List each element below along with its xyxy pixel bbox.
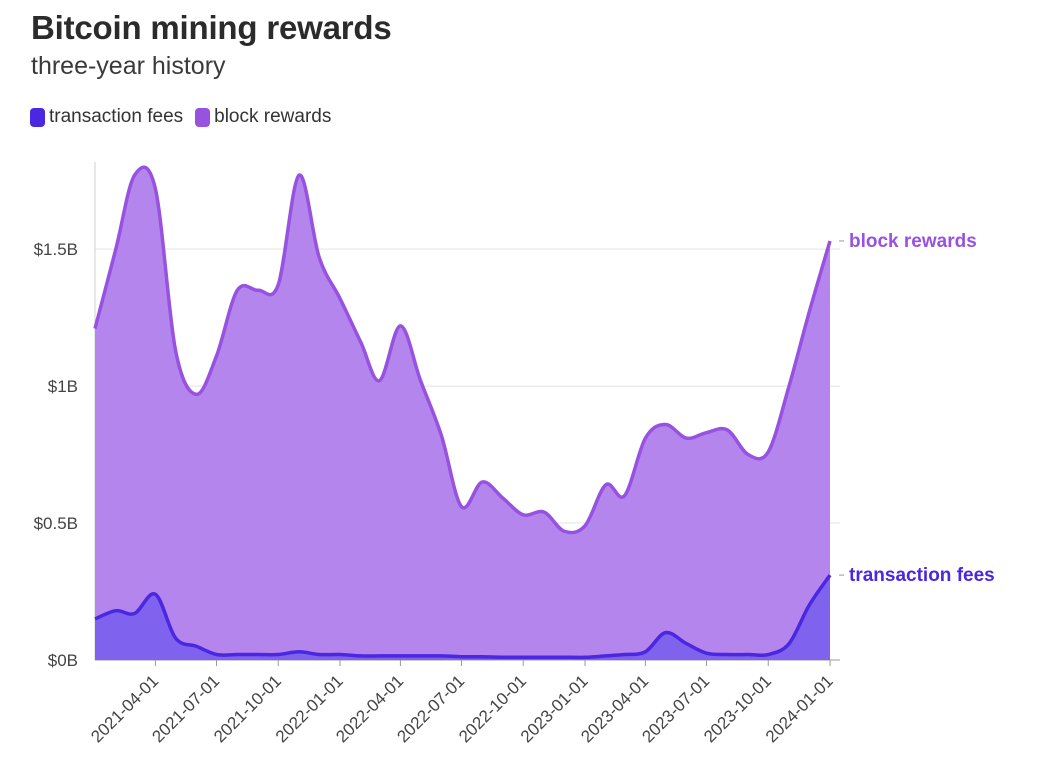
data-point-transaction-fees [359, 654, 363, 658]
data-point-block-rewards [133, 173, 137, 177]
data-point-transaction-fees [746, 653, 750, 657]
data-point-block-rewards [643, 436, 647, 440]
data-point-transaction-fees [542, 655, 546, 659]
data-point-block-rewards [604, 483, 608, 487]
data-point-transaction-fees [704, 651, 708, 655]
data-point-transaction-fees [93, 617, 97, 621]
line-transaction-fees [94, 574, 832, 660]
data-point-block-rewards [459, 505, 463, 509]
data-point-transaction-fees [133, 611, 137, 615]
y-tick-label: $0.5B [34, 514, 78, 533]
data-point-transaction-fees [583, 655, 587, 659]
data-point-transaction-fees [766, 653, 770, 657]
data-point-block-rewards [214, 354, 218, 358]
data-point-transaction-fees [480, 655, 484, 659]
area-transaction-fees [95, 575, 830, 660]
data-point-block-rewards [378, 379, 382, 383]
data-point-transaction-fees [643, 650, 647, 654]
data-point-block-rewards [562, 529, 566, 533]
y-tick-label: $0B [48, 651, 78, 670]
data-point-transaction-fees [235, 653, 239, 657]
chart-title: Bitcoin mining rewards [31, 9, 392, 46]
data-point-block-rewards [766, 450, 770, 454]
data-point-block-rewards [704, 431, 708, 435]
data-point-block-rewards [359, 340, 363, 344]
data-point-block-rewards [583, 524, 587, 528]
data-point-transaction-fees [725, 653, 729, 657]
data-point-block-rewards [664, 422, 668, 426]
end-label-transaction-fees: transaction fees [849, 565, 995, 586]
data-point-block-rewards [787, 384, 791, 388]
data-point-transaction-fees [214, 653, 218, 657]
data-point-transaction-fees [114, 609, 118, 613]
chart-subtitle: three-year history [31, 52, 226, 80]
data-point-transaction-fees [194, 644, 198, 648]
data-point-block-rewards [114, 247, 118, 251]
legend-swatch-block-rewards [195, 107, 211, 127]
data-point-transaction-fees [501, 655, 505, 659]
chart-legend: transaction fees block rewards [30, 106, 343, 128]
data-point-block-rewards [338, 296, 342, 300]
data-point-block-rewards [398, 324, 402, 328]
y-tick-label: $1.5B [34, 240, 78, 259]
data-point-transaction-fees [398, 654, 402, 658]
data-point-transaction-fees [439, 654, 443, 658]
data-point-transaction-fees [828, 573, 832, 577]
data-point-block-rewards [725, 428, 729, 432]
data-point-block-rewards [297, 173, 301, 177]
data-point-transaction-fees [174, 636, 178, 640]
data-point-block-rewards [542, 510, 546, 514]
end-label-block-rewards: block rewards [849, 231, 977, 252]
legend-item-transaction-fees[interactable]: transaction fees [30, 106, 183, 128]
data-point-block-rewards [623, 494, 627, 498]
data-point-block-rewards [521, 513, 525, 517]
data-point-transaction-fees [459, 655, 463, 659]
data-point-transaction-fees [664, 631, 668, 635]
data-point-block-rewards [807, 310, 811, 314]
data-point-block-rewards [153, 187, 157, 191]
data-point-transaction-fees [153, 592, 157, 596]
data-point-transaction-fees [623, 653, 627, 657]
data-point-transaction-fees [297, 650, 301, 654]
data-point-transaction-fees [807, 603, 811, 607]
data-point-transaction-fees [684, 642, 688, 646]
legend-label-block-rewards: block rewards [214, 106, 332, 127]
data-point-transaction-fees [562, 655, 566, 659]
data-point-transaction-fees [317, 653, 321, 657]
data-point-block-rewards [828, 239, 832, 243]
legend-swatch-transaction-fees [30, 107, 45, 127]
data-point-transaction-fees [787, 642, 791, 646]
data-point-transaction-fees [378, 654, 382, 658]
data-point-block-rewards [174, 349, 178, 353]
line-block-rewards [93, 165, 832, 535]
data-point-block-rewards [419, 379, 423, 383]
data-point-transaction-fees [521, 655, 525, 659]
data-point-block-rewards [439, 433, 443, 437]
data-point-transaction-fees [419, 654, 423, 658]
data-point-transaction-fees [276, 653, 280, 657]
data-point-transaction-fees [256, 653, 260, 657]
data-point-block-rewards [276, 283, 280, 287]
legend-item-block-rewards[interactable]: block rewards [195, 106, 331, 128]
area-block-rewards [95, 167, 830, 660]
data-point-block-rewards [501, 496, 505, 500]
data-point-block-rewards [256, 288, 260, 292]
data-point-block-rewards [235, 288, 239, 292]
y-tick-label: $1B [48, 377, 78, 396]
data-point-block-rewards [317, 255, 321, 259]
data-point-block-rewards [480, 480, 484, 484]
data-point-transaction-fees [338, 653, 342, 657]
legend-label-transaction-fees: transaction fees [49, 106, 184, 127]
data-point-block-rewards [684, 436, 688, 440]
data-point-block-rewards [746, 453, 750, 457]
data-point-block-rewards [194, 392, 198, 396]
data-point-transaction-fees [604, 654, 608, 658]
x-tick-label: 2024-01-01 [762, 671, 837, 746]
data-point-block-rewards [93, 327, 97, 331]
